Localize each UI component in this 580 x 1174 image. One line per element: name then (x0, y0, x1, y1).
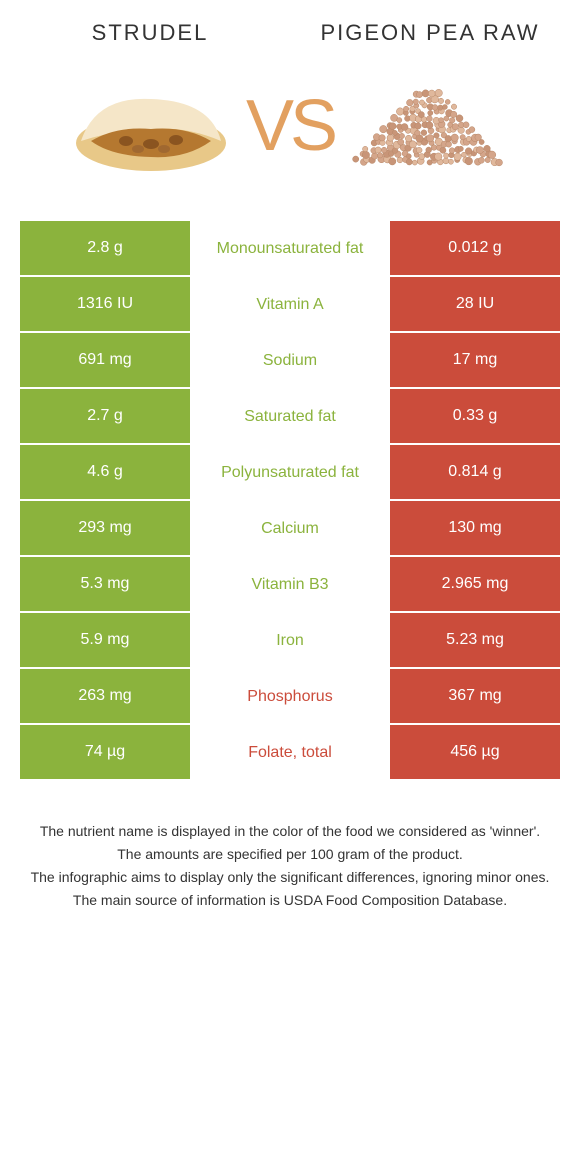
table-row: 2.7 gSaturated fat0.33 g (20, 389, 560, 445)
table-row: 74 µgFolate, total456 µg (20, 725, 560, 781)
table-row: 293 mgCalcium130 mg (20, 501, 560, 557)
footer-line: The amounts are specified per 100 gram o… (30, 844, 550, 865)
cell-nutrient: Phosphorus (190, 669, 390, 725)
cell-right: 17 mg (390, 333, 560, 389)
cell-right: 0.012 g (390, 221, 560, 277)
strudel-image (66, 71, 236, 181)
nutrient-table: 2.8 gMonounsaturated fat0.012 g1316 IUVi… (20, 221, 560, 781)
header: Strudel Pigeon pea raw (0, 0, 580, 61)
cell-nutrient: Folate, total (190, 725, 390, 781)
cell-nutrient: Saturated fat (190, 389, 390, 445)
table-row: 691 mgSodium17 mg (20, 333, 560, 389)
cell-nutrient: Vitamin A (190, 277, 390, 333)
cell-nutrient: Vitamin B3 (190, 557, 390, 613)
cell-right: 367 mg (390, 669, 560, 725)
cell-left: 5.3 mg (20, 557, 190, 613)
footer: The nutrient name is displayed in the co… (0, 781, 580, 933)
cell-left: 4.6 g (20, 445, 190, 501)
cell-left: 293 mg (20, 501, 190, 557)
cell-left: 74 µg (20, 725, 190, 781)
cell-nutrient: Iron (190, 613, 390, 669)
vs-label: VS (246, 85, 334, 167)
cell-right: 0.33 g (390, 389, 560, 445)
table-row: 1316 IUVitamin A28 IU (20, 277, 560, 333)
title-right: Pigeon pea raw (290, 20, 570, 46)
cell-right: 130 mg (390, 501, 560, 557)
table-row: 263 mgPhosphorus367 mg (20, 669, 560, 725)
table-row: 2.8 gMonounsaturated fat0.012 g (20, 221, 560, 277)
cell-right: 28 IU (390, 277, 560, 333)
cell-left: 2.7 g (20, 389, 190, 445)
title-left: Strudel (10, 20, 290, 46)
cell-right: 2.965 mg (390, 557, 560, 613)
cell-nutrient: Polyunsaturated fat (190, 445, 390, 501)
pigeon-pea-image (344, 71, 514, 181)
footer-line: The nutrient name is displayed in the co… (30, 821, 550, 842)
cell-left: 5.9 mg (20, 613, 190, 669)
cell-left: 691 mg (20, 333, 190, 389)
cell-nutrient: Sodium (190, 333, 390, 389)
footer-line: The main source of information is USDA F… (30, 890, 550, 911)
cell-left: 263 mg (20, 669, 190, 725)
cell-right: 0.814 g (390, 445, 560, 501)
footer-line: The infographic aims to display only the… (30, 867, 550, 888)
table-row: 5.3 mgVitamin B32.965 mg (20, 557, 560, 613)
cell-right: 456 µg (390, 725, 560, 781)
table-row: 5.9 mgIron5.23 mg (20, 613, 560, 669)
cell-nutrient: Calcium (190, 501, 390, 557)
images-row: VS (0, 61, 580, 221)
table-row: 4.6 gPolyunsaturated fat0.814 g (20, 445, 560, 501)
cell-right: 5.23 mg (390, 613, 560, 669)
cell-nutrient: Monounsaturated fat (190, 221, 390, 277)
cell-left: 1316 IU (20, 277, 190, 333)
cell-left: 2.8 g (20, 221, 190, 277)
